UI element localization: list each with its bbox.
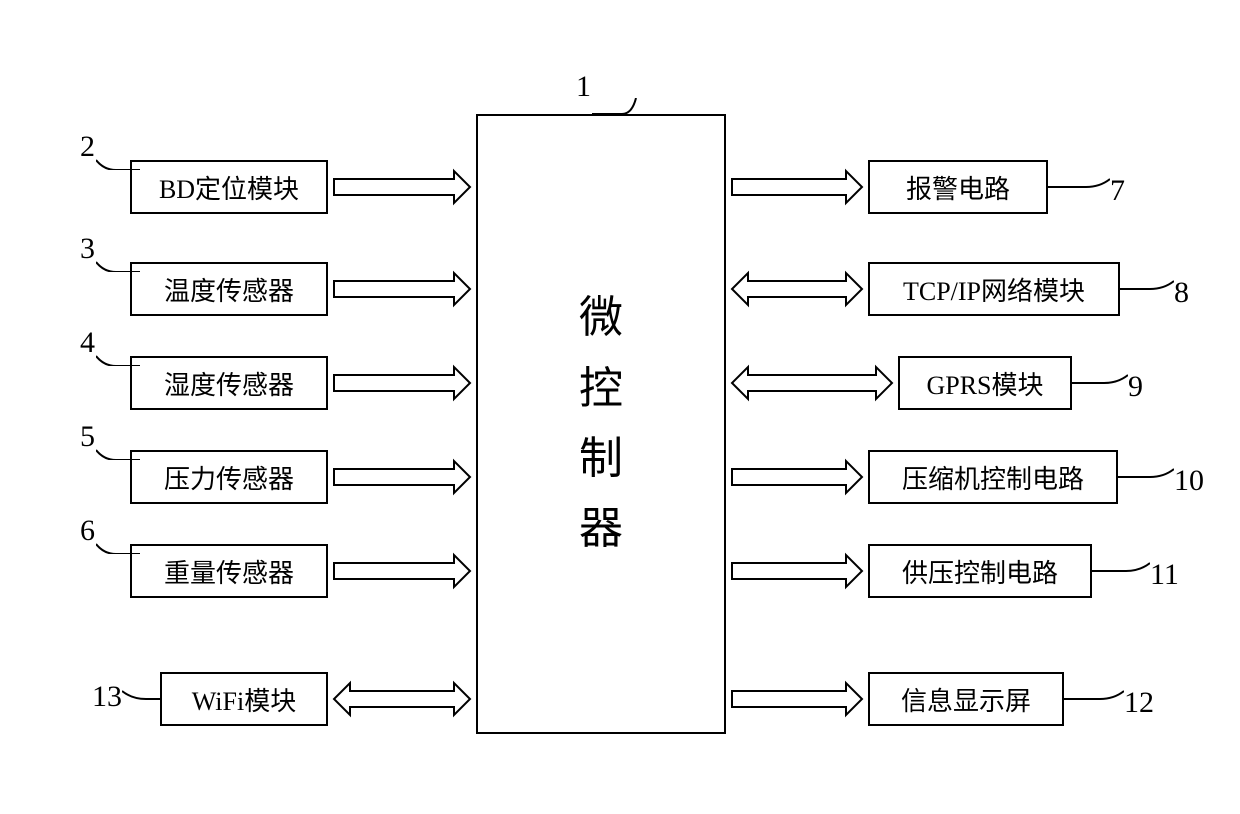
block-9: GPRS模块 xyxy=(898,356,1072,410)
block-6: 重量传感器 xyxy=(130,544,328,598)
center-block: 微 控 制 器 xyxy=(476,114,726,734)
arrow-12 xyxy=(730,679,864,719)
block-11: 供压控制电路 xyxy=(868,544,1092,598)
center-text-1: 微 xyxy=(579,283,623,353)
label-12: 12 xyxy=(1124,686,1154,720)
block-2: BD定位模块 xyxy=(130,160,328,214)
label-11: 11 xyxy=(1150,558,1179,592)
arrow-8 xyxy=(730,269,864,309)
leader-12 xyxy=(1064,683,1124,715)
arrow-13 xyxy=(332,679,472,719)
leader-11 xyxy=(1092,555,1150,587)
arrow-9 xyxy=(730,363,894,403)
arrow-4 xyxy=(332,363,472,403)
label-2: 2 xyxy=(80,130,95,164)
label-13: 13 xyxy=(92,680,122,714)
block-3: 温度传感器 xyxy=(130,262,328,316)
arrow-5 xyxy=(332,457,472,497)
label-1: 1 xyxy=(576,70,591,104)
leader-9 xyxy=(1072,367,1128,399)
arrow-10 xyxy=(730,457,864,497)
block-12: 信息显示屏 xyxy=(868,672,1064,726)
label-10: 10 xyxy=(1174,464,1204,498)
block-7: 报警电路 xyxy=(868,160,1048,214)
arrow-3 xyxy=(332,269,472,309)
block-10: 压缩机控制电路 xyxy=(868,450,1118,504)
center-text-2: 控 xyxy=(579,354,623,424)
label-5: 5 xyxy=(80,420,95,454)
label-7: 7 xyxy=(1110,174,1125,208)
block-4: 湿度传感器 xyxy=(130,356,328,410)
arrow-6 xyxy=(332,551,472,591)
leader-7 xyxy=(1048,171,1110,203)
leader-8 xyxy=(1120,273,1174,305)
leader-13 xyxy=(122,683,160,715)
center-text-4: 器 xyxy=(579,494,623,564)
center-text-3: 制 xyxy=(579,424,623,494)
label-4: 4 xyxy=(80,326,95,360)
label-9: 9 xyxy=(1128,370,1143,404)
label-3: 3 xyxy=(80,232,95,266)
arrow-2 xyxy=(332,167,472,207)
block-13: WiFi模块 xyxy=(160,672,328,726)
arrow-11 xyxy=(730,551,864,591)
block-8: TCP/IP网络模块 xyxy=(868,262,1120,316)
block-5: 压力传感器 xyxy=(130,450,328,504)
leader-10 xyxy=(1118,461,1174,493)
arrow-7 xyxy=(730,167,864,207)
label-8: 8 xyxy=(1174,276,1189,310)
label-6: 6 xyxy=(80,514,95,548)
